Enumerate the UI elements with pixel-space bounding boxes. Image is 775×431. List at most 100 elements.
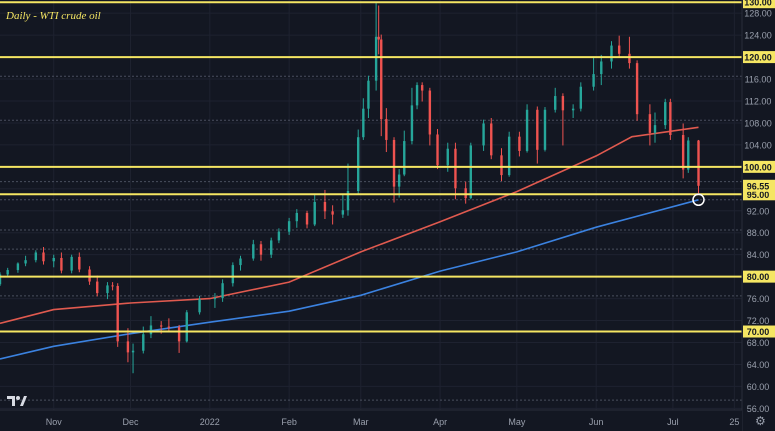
candle-body <box>536 109 539 150</box>
candle-body <box>346 191 350 211</box>
last-price-label: 96.55 <box>747 181 770 191</box>
candle-body <box>78 256 81 270</box>
candle-body <box>70 256 73 271</box>
candle-body <box>635 63 639 115</box>
candle-body <box>231 265 235 284</box>
candle-body <box>313 201 316 225</box>
candle-body <box>198 299 201 313</box>
candle-body <box>415 85 419 106</box>
candle-body <box>669 102 672 136</box>
candle-body <box>628 53 631 64</box>
level-label-box <box>743 270 775 283</box>
candle-body <box>681 135 685 170</box>
candle-body <box>648 114 652 133</box>
candle-body <box>525 109 529 151</box>
candle-body <box>106 285 109 294</box>
candle-body <box>341 210 345 215</box>
level-label: 95.00 <box>747 190 770 200</box>
candle-body <box>600 61 603 75</box>
level-label: 80.00 <box>747 272 770 282</box>
candle-body <box>239 258 242 266</box>
candle-body <box>367 80 370 109</box>
x-tick-label: Mar <box>353 417 369 427</box>
tradingview-logo-icon[interactable] <box>6 394 28 408</box>
candle-body <box>126 341 130 353</box>
y-tick-label: 68.00 <box>747 338 770 348</box>
y-tick-label: 112.00 <box>745 96 772 106</box>
candle-body <box>518 136 521 151</box>
level-label-box <box>743 325 775 338</box>
time-axis-background <box>0 410 742 431</box>
candle-body <box>159 325 163 327</box>
candle-body <box>24 260 27 264</box>
candle-body <box>617 45 621 54</box>
candle-body <box>697 140 700 186</box>
y-tick-label: 116.00 <box>745 75 772 85</box>
candle-body <box>149 325 153 335</box>
level-label: 70.00 <box>747 327 770 337</box>
candle-body <box>446 148 449 166</box>
settings-gear-icon[interactable]: ⚙ <box>755 414 766 428</box>
candle-body <box>185 312 188 342</box>
level-label: 130.00 <box>744 0 772 8</box>
candle-body <box>252 244 255 259</box>
level-label-box <box>743 160 775 173</box>
y-tick-label: 108.00 <box>744 118 772 128</box>
candle-body <box>305 212 309 225</box>
candle-body <box>259 244 263 255</box>
candle-body <box>454 148 457 189</box>
candle-body <box>610 45 613 62</box>
candle-body <box>52 257 55 262</box>
highlight-circle <box>692 193 705 207</box>
moving-average-red-line <box>0 126 699 325</box>
x-tick-label: Feb <box>281 417 297 427</box>
candle-body <box>270 240 273 255</box>
candle-body <box>428 90 432 135</box>
candle-body <box>554 96 557 110</box>
y-tick-label: 124.00 <box>744 31 772 41</box>
candle-body <box>490 123 493 156</box>
candle-body <box>357 137 360 192</box>
candle-body <box>592 74 595 87</box>
candle-body <box>323 201 327 212</box>
candle-body <box>6 270 9 275</box>
candle-body <box>653 125 657 133</box>
candle-body <box>482 123 485 146</box>
candle-body <box>0 274 2 285</box>
y-tick-label: 128.00 <box>744 9 772 19</box>
chart-title: Daily - WTI crude oil <box>6 10 101 22</box>
candle-body <box>397 174 401 187</box>
candle-body <box>221 283 224 299</box>
level-label-box <box>743 51 775 64</box>
candle-body <box>167 326 171 328</box>
level-label: 120.00 <box>744 53 772 63</box>
candle-body <box>295 212 298 222</box>
candle-body <box>410 105 414 142</box>
x-tick-label: Jul <box>667 417 679 427</box>
moving-average-blue-line <box>0 199 699 360</box>
y-tick-label: 76.00 <box>747 294 770 304</box>
candle-body <box>362 108 365 138</box>
candle-body <box>561 96 565 111</box>
x-tick-label: 25 <box>729 417 739 427</box>
candle-body <box>116 285 119 342</box>
candle-body <box>579 86 583 109</box>
candle-body <box>571 108 575 111</box>
candle-body <box>543 109 547 150</box>
y-tick-label: 84.00 <box>747 250 770 260</box>
y-tick-label: 92.00 <box>747 206 770 216</box>
level-label-box <box>743 0 775 9</box>
candle-body <box>42 252 45 262</box>
y-tick-label: 64.00 <box>747 360 770 370</box>
candle-body <box>374 36 378 81</box>
candle-body <box>377 36 380 40</box>
y-tick-label: 56.00 <box>747 404 770 414</box>
candle-body <box>469 145 472 199</box>
candle-body <box>131 350 135 353</box>
candle-body <box>96 281 99 294</box>
candle-body <box>34 252 38 261</box>
y-tick-label: 88.00 <box>747 228 770 238</box>
x-tick-label: 2022 <box>200 417 220 427</box>
candle-body <box>213 298 217 300</box>
